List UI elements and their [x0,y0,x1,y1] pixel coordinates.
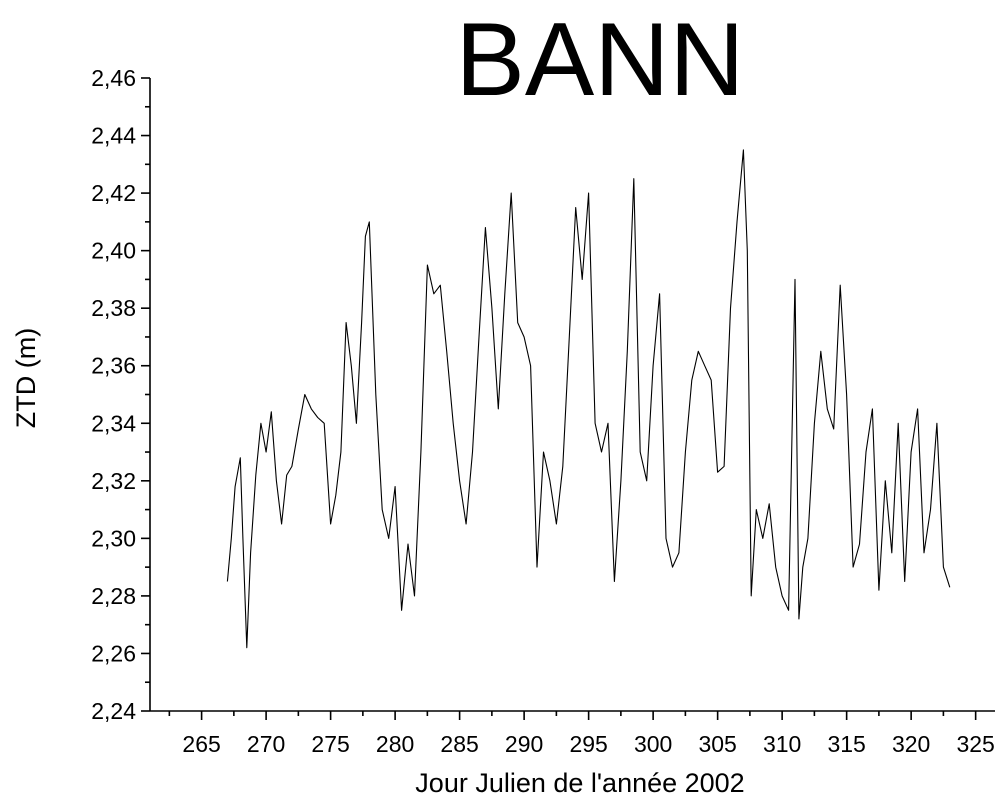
y-tick-label: 2,32 [91,468,136,494]
y-tick-label: 2,30 [91,525,136,551]
x-tick-label: 320 [892,731,930,757]
x-tick-label: 325 [956,731,994,757]
x-tick-label: 305 [698,731,736,757]
y-tick-label: 2,44 [91,123,136,149]
y-tick-label: 2,24 [91,698,136,724]
y-tick-label: 2,38 [91,295,136,321]
x-tick-label: 270 [247,731,285,757]
y-tick-label: 2,42 [91,180,136,206]
y-tick-label: 2,28 [91,583,136,609]
chart-title: BANN [456,2,745,118]
x-axis: 265 270 275 280 285 290 295 300 305 310 315 320 325 [150,710,995,757]
x-tick-label: 290 [505,731,543,757]
x-tick-label: 315 [827,731,865,757]
x-tick-label: 310 [763,731,801,757]
plot-area [226,149,951,649]
x-tick-label: 265 [182,731,220,757]
y-tick-label: 2,26 [91,640,136,666]
y-axis: 2,24 2,26 2,28 2,30 2,32 2,34 2,36 2,38 2,40 2,42… [91,65,151,724]
y-axis-label: ZTD (m) [11,328,41,428]
y-tick-label: 2,36 [91,353,136,379]
series-line-0 [226,149,951,649]
x-tick-label: 275 [311,731,349,757]
y-tick-label: 2,40 [91,238,136,264]
x-tick-label: 295 [569,731,607,757]
x-axis-label: Jour Julien de l'année 2002 [415,768,744,798]
y-tick-label: 2,46 [91,65,136,91]
x-tick-label: 285 [440,731,478,757]
x-tick-label: 300 [634,731,672,757]
y-tick-label: 2,34 [91,410,136,436]
x-tick-label: 280 [376,731,414,757]
